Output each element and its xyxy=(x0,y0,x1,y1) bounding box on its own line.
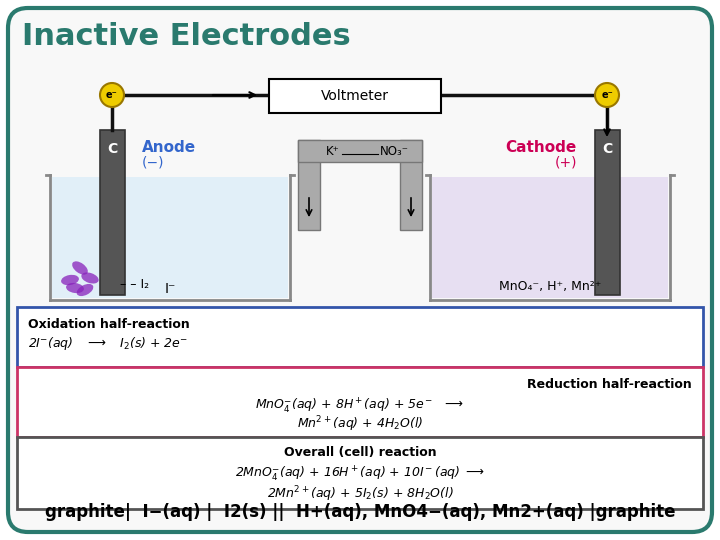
Text: e⁻: e⁻ xyxy=(601,90,613,100)
Text: Oxidation half-reaction: Oxidation half-reaction xyxy=(28,318,190,331)
Text: MnO$_4^{-}$(aq) + 8H$^+$(aq) + 5e$^-$  $\longrightarrow$: MnO$_4^{-}$(aq) + 8H$^+$(aq) + 5e$^-$ $\… xyxy=(256,396,464,415)
Text: Cathode: Cathode xyxy=(505,140,577,155)
Text: K⁺: K⁺ xyxy=(326,145,340,158)
Text: I⁻: I⁻ xyxy=(164,282,176,296)
Text: Inactive Electrodes: Inactive Electrodes xyxy=(22,22,351,51)
Ellipse shape xyxy=(66,283,84,293)
Bar xyxy=(400,140,422,230)
Bar xyxy=(595,130,620,295)
Text: Voltmeter: Voltmeter xyxy=(321,89,389,103)
Ellipse shape xyxy=(61,275,79,285)
Text: (−): (−) xyxy=(142,155,164,169)
Circle shape xyxy=(595,83,619,107)
Text: C: C xyxy=(107,142,117,156)
Text: Overall (cell) reaction: Overall (cell) reaction xyxy=(284,446,436,459)
Bar xyxy=(52,177,288,298)
FancyBboxPatch shape xyxy=(17,437,703,509)
Bar xyxy=(298,140,422,162)
Ellipse shape xyxy=(77,284,94,296)
Bar xyxy=(298,140,320,230)
Text: – – I₂: – – I₂ xyxy=(120,278,149,291)
Text: (+): (+) xyxy=(554,155,577,169)
Text: C: C xyxy=(602,142,612,156)
Text: 2I$^{-}$(aq)   $\longrightarrow$   I$_2$(s) + 2e$^{-}$: 2I$^{-}$(aq) $\longrightarrow$ I$_2$(s) … xyxy=(28,335,188,352)
Text: graphite|  I−(aq) |  I2(s) ||  H+(aq), MnO4−(aq), Mn2+(aq) |graphite: graphite| I−(aq) | I2(s) || H+(aq), MnO4… xyxy=(45,503,675,521)
Text: Reduction half-reaction: Reduction half-reaction xyxy=(527,378,692,391)
Text: NO₃⁻: NO₃⁻ xyxy=(380,145,409,158)
Text: Anode: Anode xyxy=(142,140,196,155)
Bar xyxy=(100,130,125,295)
FancyBboxPatch shape xyxy=(8,8,712,532)
FancyBboxPatch shape xyxy=(17,367,703,437)
FancyBboxPatch shape xyxy=(17,307,703,367)
Text: Mn$^{2+}$(aq) + 4H$_2$O(l): Mn$^{2+}$(aq) + 4H$_2$O(l) xyxy=(297,414,423,434)
Bar xyxy=(432,177,668,298)
Ellipse shape xyxy=(81,273,99,284)
Text: 2MnO$_4^{-}$(aq) + 16H$^+$(aq) + 10I$^-$(aq) $\longrightarrow$: 2MnO$_4^{-}$(aq) + 16H$^+$(aq) + 10I$^-$… xyxy=(235,464,485,483)
Text: MnO₄⁻, H⁺, Mn²⁺: MnO₄⁻, H⁺, Mn²⁺ xyxy=(499,280,601,293)
Text: 2Mn$^{2+}$(aq) + 5I$_2$(s) + 8H$_2$O(l): 2Mn$^{2+}$(aq) + 5I$_2$(s) + 8H$_2$O(l) xyxy=(266,484,454,504)
Text: e⁻: e⁻ xyxy=(106,90,118,100)
Circle shape xyxy=(100,83,124,107)
Ellipse shape xyxy=(72,261,88,275)
FancyBboxPatch shape xyxy=(269,79,441,113)
